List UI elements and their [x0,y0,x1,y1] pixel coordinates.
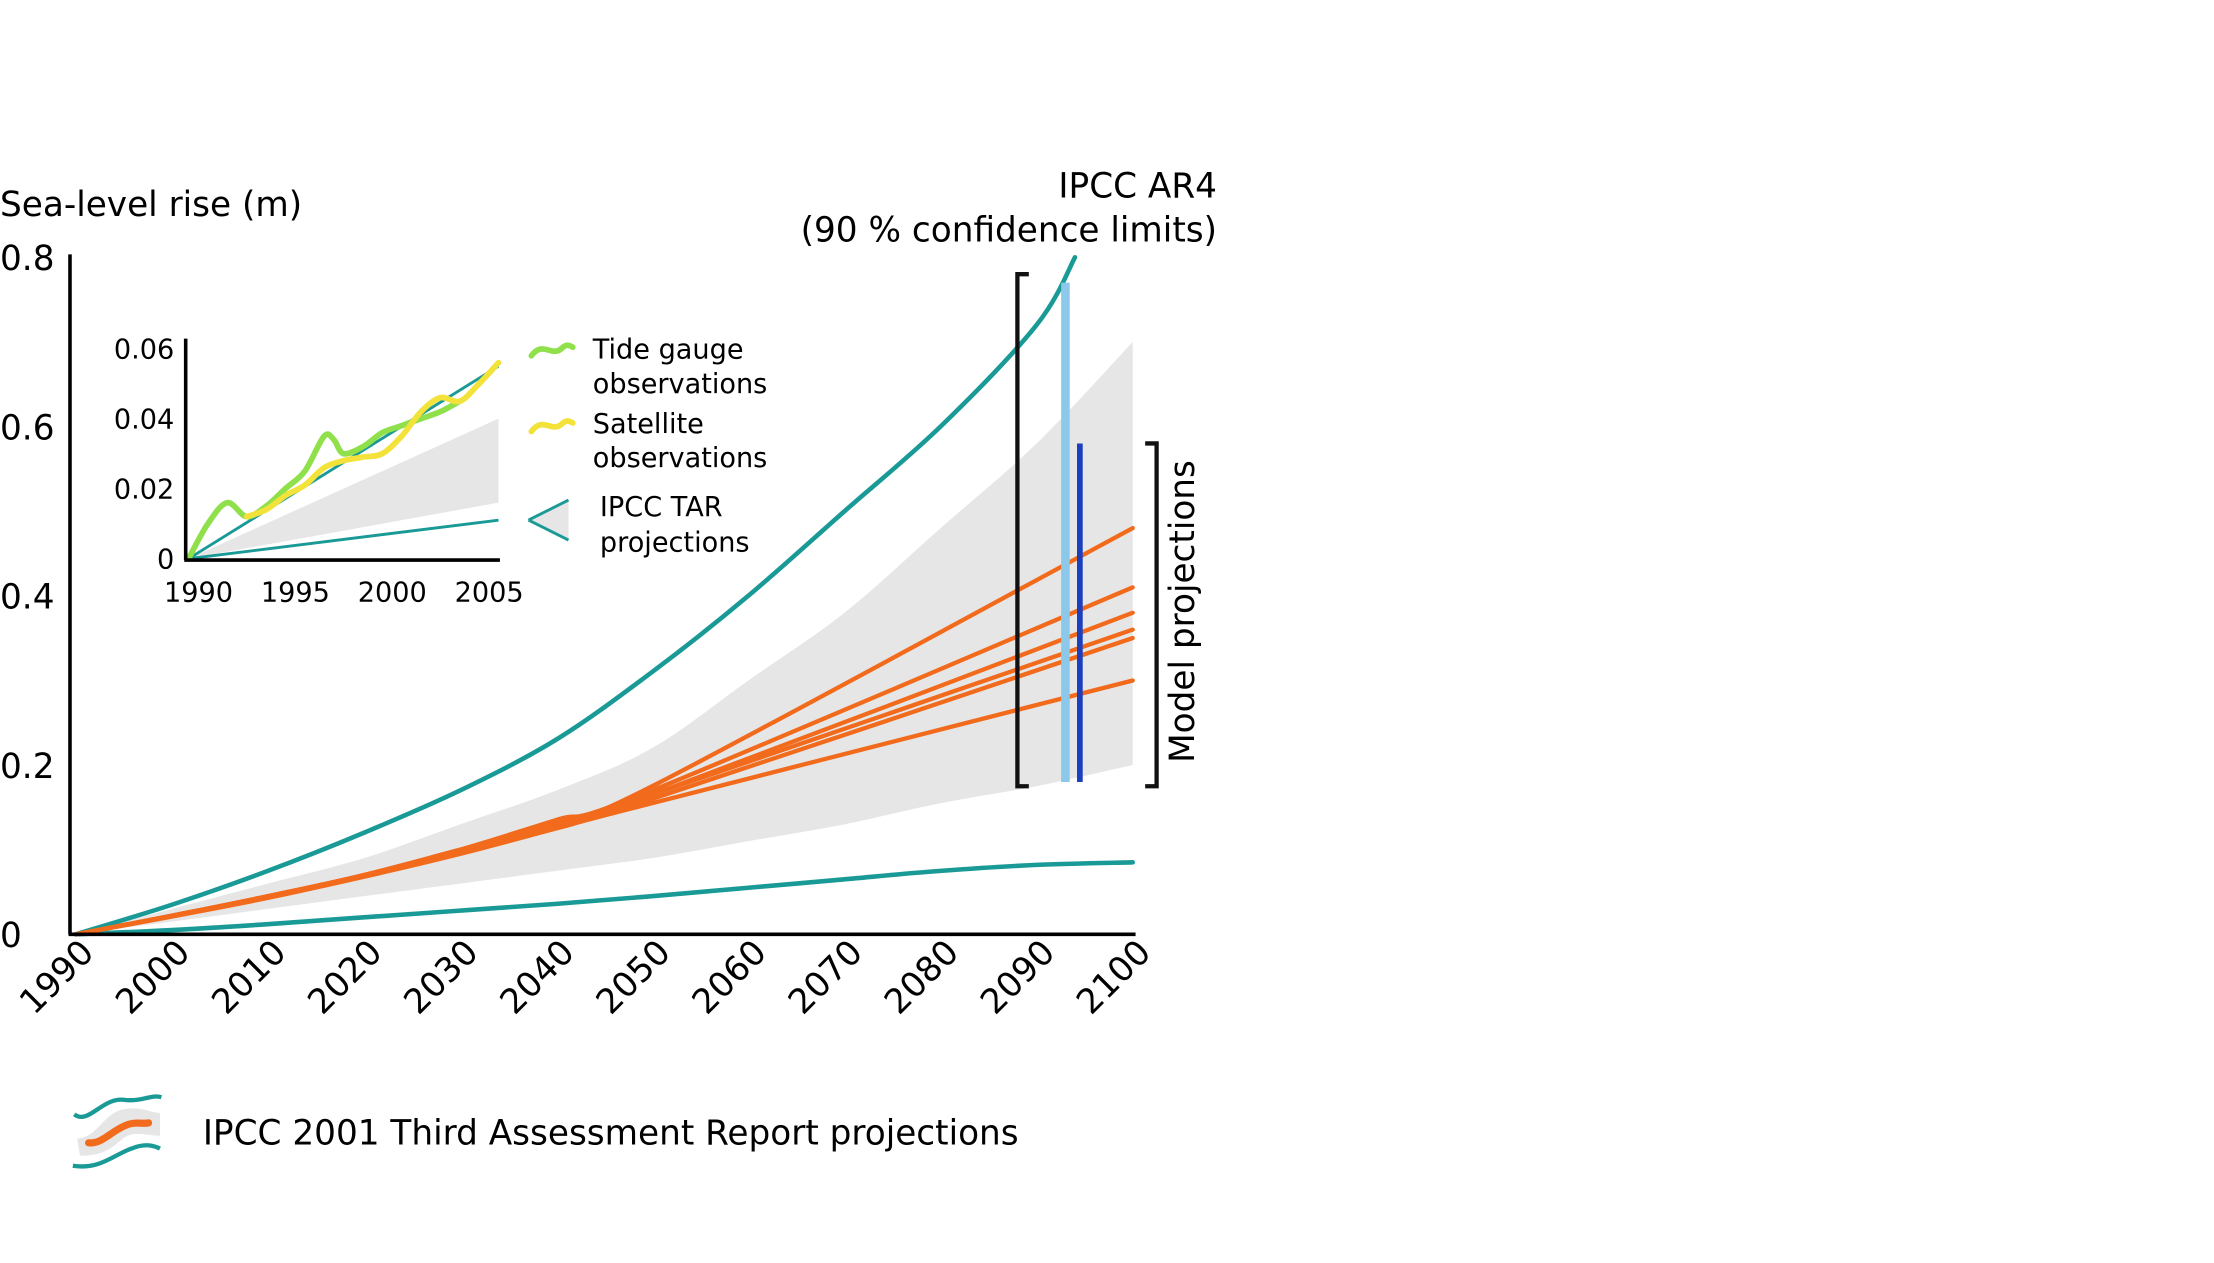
y-tick-label: 0.8 [0,239,55,279]
brackets [1015,272,1159,789]
legend-tide-gauge-line2: observations [593,369,768,400]
upper-envelope-line [73,254,1078,937]
x-tick-label: 2010 [204,932,294,1022]
legend-tide-gauge-line1: Tide gauge [592,335,744,366]
inset-x-tick-label: 2005 [455,578,524,609]
bottom-legend-label: IPCC 2001 Third Assessment Report projec… [203,1113,1019,1153]
x-tick-label: 2070 [781,932,871,1022]
inset-y-tick-label: 0.02 [114,475,174,506]
main-envelope-lines [73,254,1135,937]
x-tick-label: 2060 [685,932,775,1022]
tide-gauge-legend-swatch [528,342,576,359]
x-tick-label: 2030 [396,932,486,1022]
main-model-series [73,525,1135,937]
x-tick-label: 2000 [108,932,198,1022]
main-axes [68,254,1136,937]
model-projections-label: Model projections [1163,460,1203,763]
ar4-bracket [1015,272,1029,789]
y-axis-label: Sea-level rise (m) [0,185,302,225]
tar-legend-swatch-fill [528,500,569,541]
main-projection-band [75,341,1133,935]
inset-y-tick-label: 0.06 [114,335,174,366]
legend-tar-line1: IPCC TAR [600,492,723,523]
legend-tar-line2: projections [600,528,750,559]
inset-band-area [188,418,499,559]
x-tick-label: 2080 [877,932,967,1022]
satellite-legend-swatch [528,418,576,435]
x-tick-label: 2090 [973,932,1063,1022]
ar4-annotation-line1: IPCC AR4 [1058,166,1217,206]
model-series-6 [73,678,1135,937]
bottom-legend: IPCC 2001 Third Assessment Report projec… [72,1094,1019,1169]
y-tick-label: 0.6 [0,408,55,448]
x-tick-label: 1990 [12,932,102,1022]
inset-legend: Tide gauge observations Satellite observ… [527,335,768,559]
tar-projections-icon [72,1094,162,1169]
legend-satellite-line2: observations [593,443,768,474]
inset-lower-envelope [188,518,499,561]
satellite-series [243,359,502,520]
y-tick-label: 0.4 [0,578,55,618]
x-tick-label: 2020 [300,932,390,1022]
x-tick-label: 2100 [1069,932,1159,1022]
main-band-area [75,341,1133,935]
inset-tick-labels: 0 0.02 0.04 0.06 1990 1995 2000 2005 [114,335,524,609]
tar-legend-swatch-lower [527,518,570,542]
y-tick-label: 0.2 [0,747,55,787]
inset-x-tick-label: 1995 [261,578,330,609]
inset-y-tick-label: 0 [157,545,174,576]
legend-satellite-line1: Satellite [593,409,704,440]
inset-observation-series [185,359,502,562]
x-tick-label: 2050 [589,932,679,1022]
inset-projection-band [188,418,499,559]
inset-x-tick-label: 2000 [358,578,427,609]
inset-y-tick-label: 0.04 [114,405,174,436]
inset-axes [183,338,500,562]
ar4-bars [1061,282,1083,782]
ar4-annotation-line2: (90 % confidence limits) [801,211,1217,251]
y-tick-label: 0 [0,916,22,956]
inset-x-tick-label: 1990 [164,578,233,609]
tar-legend-swatch-upper [527,498,570,522]
lower-envelope-line [73,860,1135,937]
model-projections-bracket [1145,441,1159,789]
x-tick-label: 2040 [493,932,583,1022]
